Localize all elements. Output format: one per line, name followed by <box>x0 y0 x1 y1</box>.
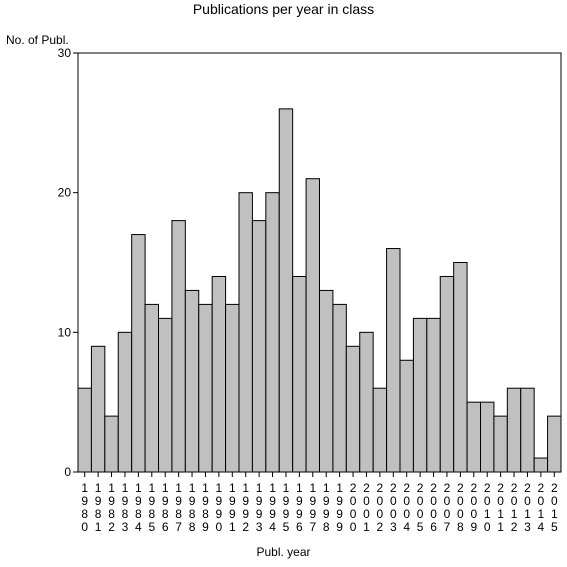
y-tick-label: 20 <box>58 186 72 200</box>
bar-1996 <box>292 275 307 473</box>
bar-2004 <box>399 359 414 473</box>
bar-2006 <box>426 317 441 473</box>
bar-1982 <box>104 415 119 473</box>
bar-2000 <box>345 345 361 473</box>
bar-1988 <box>184 289 200 473</box>
bar-2008 <box>453 262 468 473</box>
y-tick-label: 10 <box>58 325 72 339</box>
bar-1983 <box>117 331 133 473</box>
y-tick-label: 0 <box>64 465 71 479</box>
bar-1980 <box>77 387 92 473</box>
bar-1992 <box>238 192 253 473</box>
y-axis-ticks: 0 10 20 30 <box>58 46 78 479</box>
chart-title: Publications per year in class <box>192 1 375 17</box>
bars-group <box>77 108 562 473</box>
bar-1985 <box>144 303 160 473</box>
bar-1999 <box>332 303 347 473</box>
bar-2010 <box>480 401 495 473</box>
bar-1997 <box>305 178 320 473</box>
bar-2005 <box>412 317 428 473</box>
bar-1991 <box>225 303 240 473</box>
bar-2003 <box>386 248 401 473</box>
bar-2002 <box>372 387 388 473</box>
bar-1998 <box>319 289 334 473</box>
bar-2015 <box>547 415 562 473</box>
bar-2001 <box>359 331 374 473</box>
bar-2011 <box>493 415 508 473</box>
bar-1981 <box>90 345 106 473</box>
bar-2013 <box>520 387 535 473</box>
y-axis-label: No. of Publ. <box>6 33 69 47</box>
bar-1995 <box>278 108 294 473</box>
y-tick-label: 30 <box>58 46 72 60</box>
bar-1993 <box>251 220 267 473</box>
bar-2012 <box>506 387 522 473</box>
bar-2009 <box>466 401 481 473</box>
bar-2007 <box>439 275 455 473</box>
bar-1994 <box>265 192 280 473</box>
bar-1990 <box>211 275 227 473</box>
plot-frame <box>77 52 562 473</box>
bar-2014 <box>533 457 549 473</box>
x-axis-ticks: 1 9 8 0 1 9 8 1 1 9 8 2 1 9 8 3 1 9 8 4 1 9 8 5 1 9 8 6 1 9 8 7 1 9 8 8 1 9 8 9… <box>81 472 558 534</box>
bar-1986 <box>158 317 173 473</box>
bar-1984 <box>131 234 146 473</box>
x-axis-label: Publ. year <box>256 545 311 559</box>
bar-1989 <box>198 303 213 473</box>
bar-1987 <box>171 220 186 473</box>
